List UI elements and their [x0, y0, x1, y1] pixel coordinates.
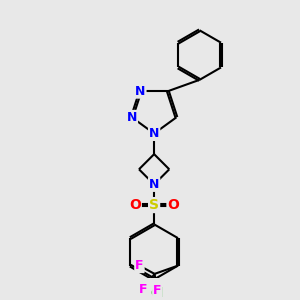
Text: N: N [149, 178, 159, 191]
Text: N: N [149, 127, 159, 140]
Text: F: F [135, 259, 144, 272]
Text: O: O [129, 198, 141, 212]
Text: S: S [149, 198, 159, 212]
Text: F: F [153, 284, 162, 297]
Text: O: O [167, 198, 179, 212]
Text: F: F [139, 283, 148, 296]
Text: Cl: Cl [150, 287, 164, 300]
Text: N: N [127, 111, 137, 124]
Text: N: N [135, 85, 146, 98]
